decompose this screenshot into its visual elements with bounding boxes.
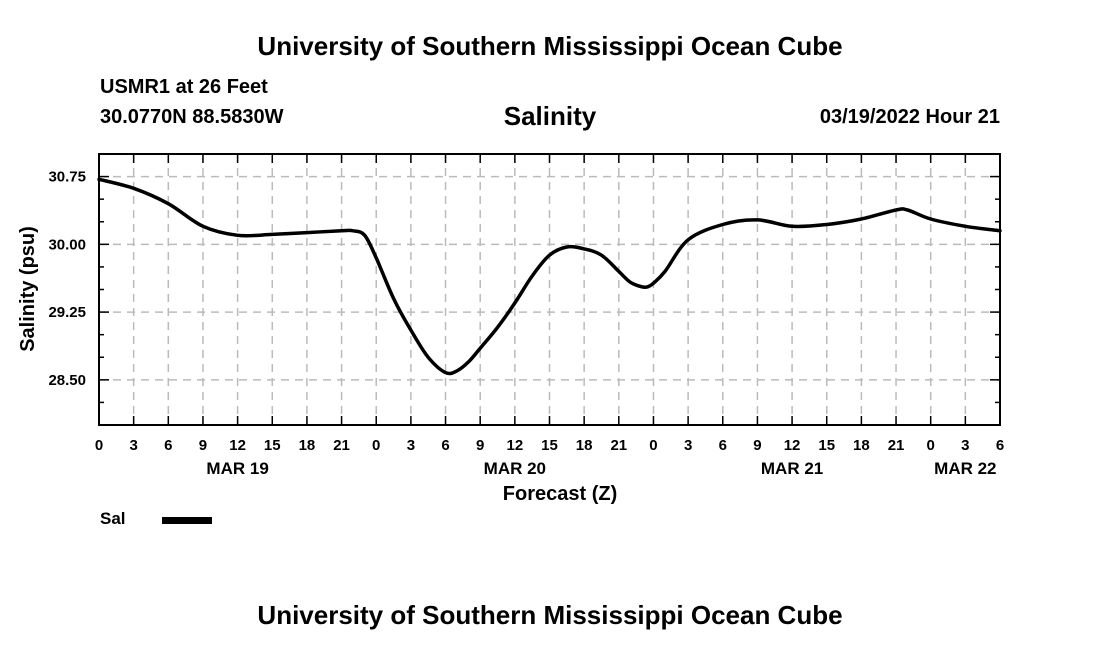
x-axis-title: Forecast (Z) bbox=[503, 483, 617, 505]
y-tick-label: 30.00 bbox=[48, 236, 86, 253]
axis-labels: 0 3 6 9 12 15 18 21 0 3 6 9 12 15 18 21 0 3 6 9 12 15 18 21 0 3 6 3… bbox=[48, 169, 1004, 478]
x-tick-label: 21 bbox=[333, 437, 350, 454]
chart-title: Salinity bbox=[503, 101, 597, 131]
page-title: University of Southern Mississippi Ocean… bbox=[257, 31, 843, 61]
date-label: MAR 21 bbox=[761, 459, 823, 478]
station-name: USMR1 at 26 Feet bbox=[100, 76, 268, 98]
salinity-series-line bbox=[97, 177, 1002, 376]
x-tick-label: 0 bbox=[95, 437, 103, 454]
x-tick-label: 21 bbox=[610, 437, 627, 454]
x-tick-label: 6 bbox=[164, 437, 172, 454]
x-tick-label: 9 bbox=[753, 437, 761, 454]
x-tick-label: 15 bbox=[264, 437, 281, 454]
x-tick-label: 6 bbox=[719, 437, 727, 454]
salinity-chart: 0 3 6 9 12 15 18 21 0 3 6 9 12 15 18 21 0 3 6 9 12 15 18 21 0 3 6 3… bbox=[17, 153, 1004, 505]
station-coordinates: 30.0770N 88.5830W bbox=[100, 106, 284, 128]
x-tick-label: 0 bbox=[649, 437, 657, 454]
y-tick-label: 30.75 bbox=[48, 169, 86, 186]
date-label: MAR 19 bbox=[206, 459, 268, 478]
x-tick-label: 9 bbox=[476, 437, 484, 454]
date-label: MAR 22 bbox=[934, 459, 996, 478]
footer-title: University of Southern Mississippi Ocean… bbox=[257, 600, 843, 630]
y-tick-label: 28.50 bbox=[48, 372, 86, 389]
x-tick-label: 18 bbox=[299, 437, 316, 454]
x-tick-label: 3 bbox=[407, 437, 415, 454]
x-tick-label: 0 bbox=[927, 437, 935, 454]
legend-line-swatch bbox=[162, 517, 212, 524]
plot-frame bbox=[98, 153, 1001, 426]
x-tick-label: 15 bbox=[541, 437, 558, 454]
x-tick-label: 3 bbox=[129, 437, 137, 454]
x-tick-label: 3 bbox=[961, 437, 969, 454]
x-tick-label: 18 bbox=[853, 437, 870, 454]
x-tick-label: 0 bbox=[372, 437, 380, 454]
x-tick-label: 12 bbox=[229, 437, 246, 454]
x-tick-label: 6 bbox=[441, 437, 449, 454]
grid-lines bbox=[99, 154, 1000, 425]
forecast-timestamp: 03/19/2022 Hour 21 bbox=[819, 106, 1000, 128]
x-tick-label: 12 bbox=[784, 437, 801, 454]
x-tick-label: 6 bbox=[996, 437, 1004, 454]
legend-label: Sal bbox=[100, 509, 126, 528]
x-tick-label: 3 bbox=[684, 437, 692, 454]
y-tick-label: 29.25 bbox=[48, 304, 86, 321]
y-axis-title: Salinity (psu) bbox=[17, 226, 39, 352]
x-tick-label: 15 bbox=[818, 437, 835, 454]
date-label: MAR 20 bbox=[484, 459, 546, 478]
x-tick-label: 12 bbox=[507, 437, 524, 454]
x-tick-label: 21 bbox=[888, 437, 905, 454]
x-tick-label: 18 bbox=[576, 437, 593, 454]
x-tick-label: 9 bbox=[199, 437, 207, 454]
